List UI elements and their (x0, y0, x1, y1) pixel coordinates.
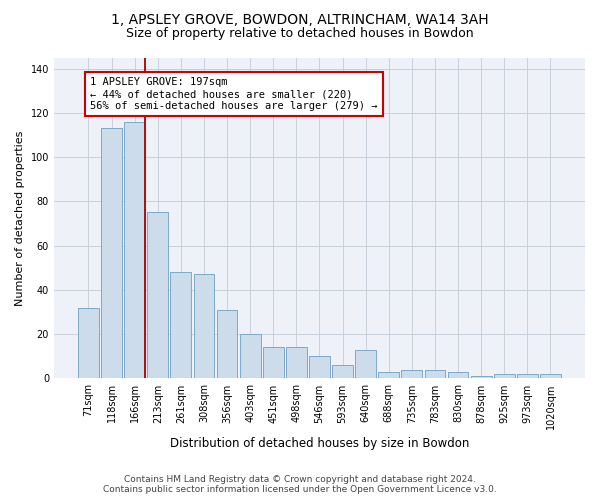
Bar (309, 356, 330, 378)
Bar (448, 372, 469, 378)
Text: 1 APSLEY GROVE: 197sqm
← 44% of detached houses are smaller (220)
56% of semi-de: 1 APSLEY GROVE: 197sqm ← 44% of detached… (91, 78, 378, 110)
Text: Size of property relative to detached houses in Bowdon: Size of property relative to detached ho… (126, 28, 474, 40)
Bar (148, 212, 168, 378)
Bar (263, 348, 284, 378)
Bar (286, 348, 307, 378)
Y-axis label: Number of detached properties: Number of detached properties (15, 130, 25, 306)
Bar (379, 372, 399, 378)
Bar (217, 310, 238, 378)
Bar (124, 122, 145, 378)
Bar (355, 350, 376, 378)
Bar (401, 370, 422, 378)
Bar (101, 128, 122, 378)
Text: 1, APSLEY GROVE, BOWDON, ALTRINCHAM, WA14 3AH: 1, APSLEY GROVE, BOWDON, ALTRINCHAM, WA1… (111, 12, 489, 26)
Bar (240, 334, 260, 378)
X-axis label: Distribution of detached houses by size in Bowdon: Distribution of detached houses by size … (170, 437, 469, 450)
Bar (332, 365, 353, 378)
Bar (78, 308, 99, 378)
Text: Contains HM Land Registry data © Crown copyright and database right 2024.
Contai: Contains HM Land Registry data © Crown c… (103, 474, 497, 494)
Bar (517, 374, 538, 378)
Bar (194, 274, 214, 378)
Bar (471, 376, 491, 378)
Bar (494, 374, 515, 378)
Bar (540, 374, 561, 378)
Bar (425, 370, 445, 378)
Bar (170, 272, 191, 378)
